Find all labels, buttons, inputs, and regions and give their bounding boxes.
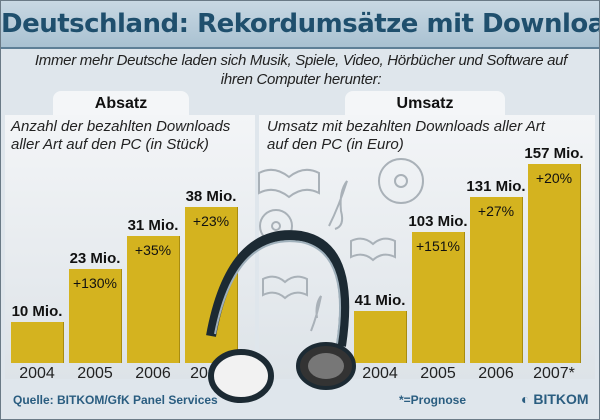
- bar-0-1: [69, 268, 121, 363]
- umsatz-desc-line-2: auf den PC (in Euro): [267, 136, 404, 153]
- year-label: 2004: [19, 365, 55, 382]
- prognose-note: *=Prognose: [399, 393, 467, 407]
- bitkom-logo: ◐ BITKOM: [521, 391, 589, 407]
- value-label: 23 Mio.: [69, 249, 121, 267]
- value-label: 103 Mio.: [408, 213, 468, 231]
- bar-1-1: [412, 232, 464, 363]
- growth-label: +130%: [73, 274, 117, 291]
- bar-1-2: [470, 196, 522, 363]
- bar-1-3: [528, 163, 580, 363]
- tab-absatz: Absatz: [53, 91, 189, 115]
- umsatz-description: Umsatz mit bezahlten Downloads aller Art…: [267, 118, 545, 154]
- book-icon: [262, 275, 308, 300]
- year-label: 2006: [135, 365, 171, 382]
- treble-clef-icon: [328, 180, 348, 230]
- value-label: 10 Mio.: [11, 303, 63, 320]
- growth-label: +27%: [477, 202, 515, 219]
- book-icon: [350, 237, 396, 262]
- value-label: 38 Mio.: [185, 188, 237, 206]
- treble-clef-icon: [310, 295, 322, 332]
- bar-0-0: [11, 322, 63, 363]
- subtitle: Immer mehr Deutsche laden sich Musik, Sp…: [1, 51, 599, 89]
- absatz-desc-line-2: aller Art auf den PC (in Stück): [11, 136, 209, 153]
- growth-label: +35%: [134, 241, 172, 258]
- tab-umsatz: Umsatz: [345, 91, 505, 115]
- book-icon: [258, 168, 320, 199]
- cd-icon: [378, 158, 424, 204]
- year-label: 2006: [478, 365, 514, 382]
- year-label: 2005: [420, 365, 456, 382]
- chart-title: Deutschland: Rekordumsätze mit Downloads: [1, 1, 599, 49]
- growth-label: +23%: [192, 213, 230, 230]
- year-label: 2004: [362, 365, 398, 382]
- bar-1-0: [354, 310, 406, 363]
- source-note: Quelle: BITKOM/GfK Panel Services: [13, 393, 218, 407]
- absatz-desc-line-1: Anzahl der bezahlten Downloads: [11, 118, 231, 135]
- value-label: 31 Mio.: [127, 216, 179, 234]
- value-label: 41 Mio.: [354, 291, 406, 309]
- logo-text: BITKOM: [533, 391, 589, 407]
- year-label: 2005: [77, 365, 113, 382]
- value-label: 131 Mio.: [466, 177, 526, 195]
- growth-label: +20%: [535, 169, 573, 186]
- bar-0-2: [127, 235, 179, 363]
- subtitle-line-1: Immer mehr Deutsche laden sich Musik, Sp…: [34, 52, 568, 69]
- year-label: 2007*: [533, 365, 575, 382]
- headphones-icon: [206, 230, 356, 403]
- subtitle-line-2: ihren Computer herunter:: [220, 71, 382, 88]
- absatz-description: Anzahl der bezahlten Downloads aller Art…: [11, 118, 230, 154]
- growth-label: +151%: [416, 238, 460, 255]
- umsatz-desc-line-1: Umsatz mit bezahlten Downloads aller Art: [267, 118, 545, 135]
- value-label: 157 Mio.: [524, 144, 584, 162]
